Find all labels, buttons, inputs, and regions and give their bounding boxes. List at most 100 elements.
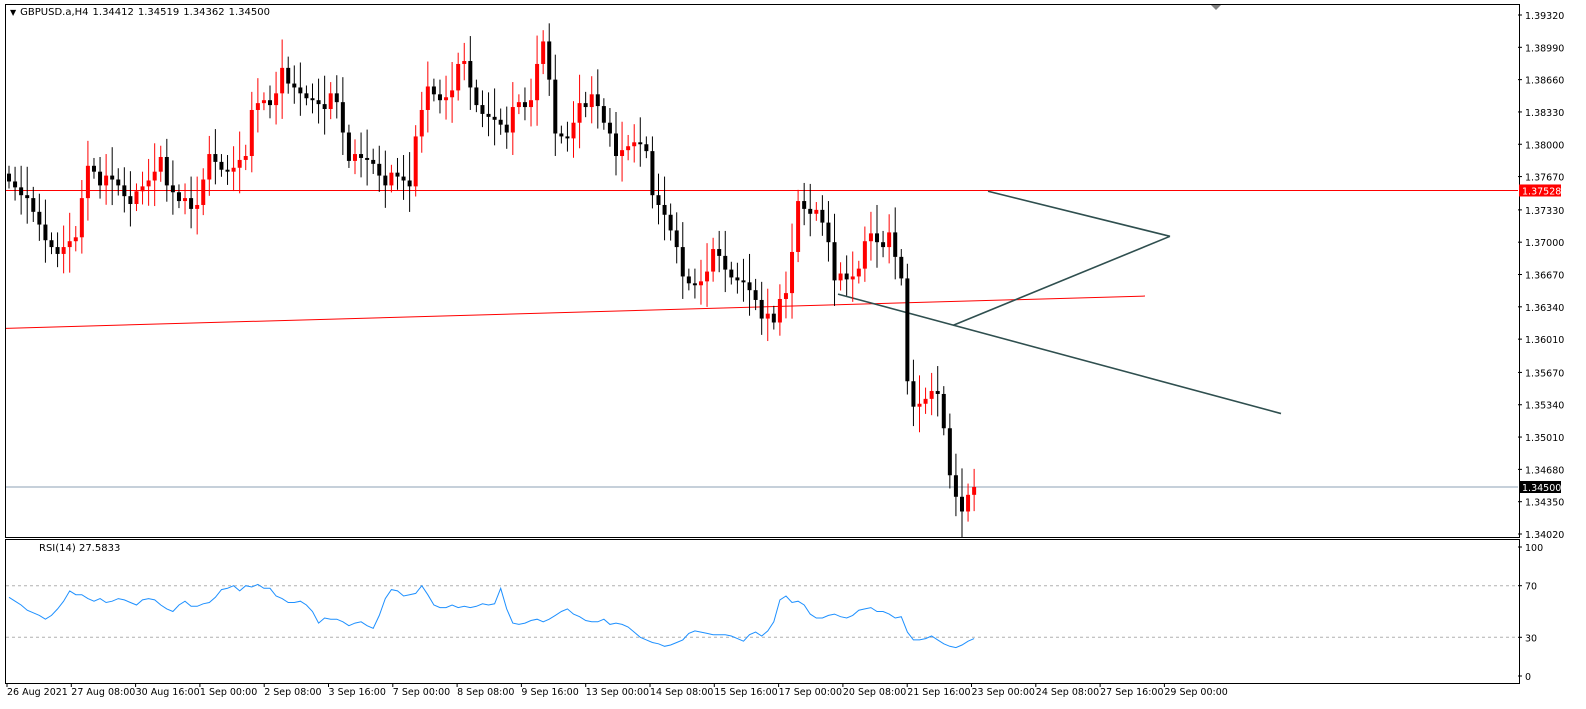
bearish-candle xyxy=(595,94,600,107)
price-tick-label: 1.38330 xyxy=(1525,108,1564,119)
bullish-candle xyxy=(255,103,260,110)
time-tick-label: 20 Sep 08:00 xyxy=(843,687,906,698)
bearish-candle xyxy=(292,83,297,88)
rsi-panel[interactable]: RSI(14) 27.5833 xyxy=(5,539,1520,684)
bearish-candle xyxy=(91,165,96,172)
time-tick-label: 21 Sep 16:00 xyxy=(907,687,970,698)
bullish-candle xyxy=(814,209,819,214)
bullish-candle xyxy=(67,241,72,248)
time-tick-label: 9 Sep 16:00 xyxy=(521,687,578,698)
bullish-candle xyxy=(425,86,430,110)
bearish-candle xyxy=(25,195,30,199)
time-tick-label: 27 Aug 08:00 xyxy=(71,687,135,698)
bearish-candle xyxy=(941,393,946,429)
bearish-candle xyxy=(759,299,764,319)
price-tick-label: 1.36010 xyxy=(1525,335,1564,346)
bearish-candle xyxy=(49,240,54,248)
bullish-candle xyxy=(516,102,521,108)
bearish-candle xyxy=(771,313,776,323)
bearish-candle xyxy=(729,269,734,278)
bearish-candle xyxy=(875,233,880,243)
time-tick-label: 8 Sep 08:00 xyxy=(457,687,514,698)
price-tick-label: 1.34680 xyxy=(1525,465,1564,476)
bearish-candle xyxy=(286,67,291,84)
rsi-tick-label: 100 xyxy=(1525,543,1543,554)
collapse-triangle-icon[interactable]: ▼ xyxy=(10,8,17,17)
time-tick-label: 7 Sep 00:00 xyxy=(393,687,450,698)
bullish-candle xyxy=(243,156,248,160)
triangle-upper-trendline xyxy=(987,190,1171,238)
price-tick-label: 1.37330 xyxy=(1525,206,1564,217)
bearish-candle xyxy=(911,381,916,407)
bullish-candle xyxy=(620,150,625,157)
triangle-lower-trendline xyxy=(952,235,1171,327)
bullish-candle xyxy=(868,233,873,242)
bearish-candle xyxy=(383,175,388,186)
bullish-candle xyxy=(917,403,922,407)
bearish-candle xyxy=(656,195,661,205)
chart-header: ▼ GBPUSD.a,H4 1.34412 1.34519 1.34362 1.34500 xyxy=(10,7,274,18)
bullish-candle xyxy=(462,61,467,64)
bullish-candle xyxy=(73,237,78,242)
bearish-candle xyxy=(899,256,904,279)
bearish-candle xyxy=(395,172,400,177)
bearish-candle xyxy=(401,176,406,181)
time-tick-label: 3 Sep 16:00 xyxy=(329,687,386,698)
bullish-candle xyxy=(966,494,971,512)
bearish-candle xyxy=(431,86,436,95)
bearish-candle xyxy=(13,181,18,188)
bearish-candle xyxy=(607,122,612,134)
bullish-candle xyxy=(158,156,163,172)
bearish-candle xyxy=(407,180,412,187)
bearish-candle xyxy=(474,87,479,106)
bearish-candle xyxy=(753,290,758,300)
bullish-candle xyxy=(249,109,254,157)
bullish-candle xyxy=(207,154,212,180)
bullish-candle xyxy=(535,63,540,101)
bearish-candle xyxy=(176,192,181,202)
bearish-candle xyxy=(717,249,722,256)
bearish-candle xyxy=(346,132,351,161)
bearish-candle xyxy=(310,98,315,101)
bullish-candle xyxy=(850,276,855,280)
time-tick-label: 24 Sep 08:00 xyxy=(1036,687,1099,698)
time-tick-label: 30 Aug 16:00 xyxy=(136,687,200,698)
bearish-candle xyxy=(522,102,527,108)
bearish-candle xyxy=(98,171,103,186)
bearish-candle xyxy=(371,159,376,164)
bullish-candle xyxy=(413,136,418,187)
bearish-candle xyxy=(638,142,643,145)
bearish-candle xyxy=(225,169,230,172)
price-tick-label: 1.38990 xyxy=(1525,43,1564,54)
bullish-candle xyxy=(79,198,84,238)
bullish-candle xyxy=(261,100,266,104)
bullish-candle xyxy=(237,159,242,168)
bullish-candle xyxy=(862,241,867,269)
bearish-candle xyxy=(692,283,697,286)
time-tick-label: 26 Aug 2021 xyxy=(7,687,68,698)
bullish-candle xyxy=(280,67,285,94)
bullish-candle xyxy=(104,175,109,186)
bullish-candle xyxy=(929,391,934,399)
bearish-candle xyxy=(340,102,345,133)
bearish-candle xyxy=(614,133,618,157)
resistance-price-label-box xyxy=(1519,184,1561,197)
bullish-candle xyxy=(328,93,333,110)
price-tick-label: 1.38000 xyxy=(1525,140,1564,151)
bearish-candle xyxy=(680,247,685,277)
bearish-candle xyxy=(365,157,370,160)
bearish-candle xyxy=(164,156,169,186)
bullish-candle xyxy=(838,273,843,281)
bullish-candle xyxy=(510,107,515,133)
chart-shift-marker-icon xyxy=(1211,5,1221,10)
bearish-candle xyxy=(316,100,321,105)
bullish-candle xyxy=(887,232,892,248)
close-value: 1.34500 xyxy=(228,7,270,18)
bullish-candle xyxy=(711,249,716,272)
bearish-candle xyxy=(644,144,649,152)
bearish-candle xyxy=(547,41,552,80)
bullish-candle xyxy=(626,146,631,151)
bearish-candle xyxy=(881,242,886,248)
bearish-candle xyxy=(601,106,606,123)
